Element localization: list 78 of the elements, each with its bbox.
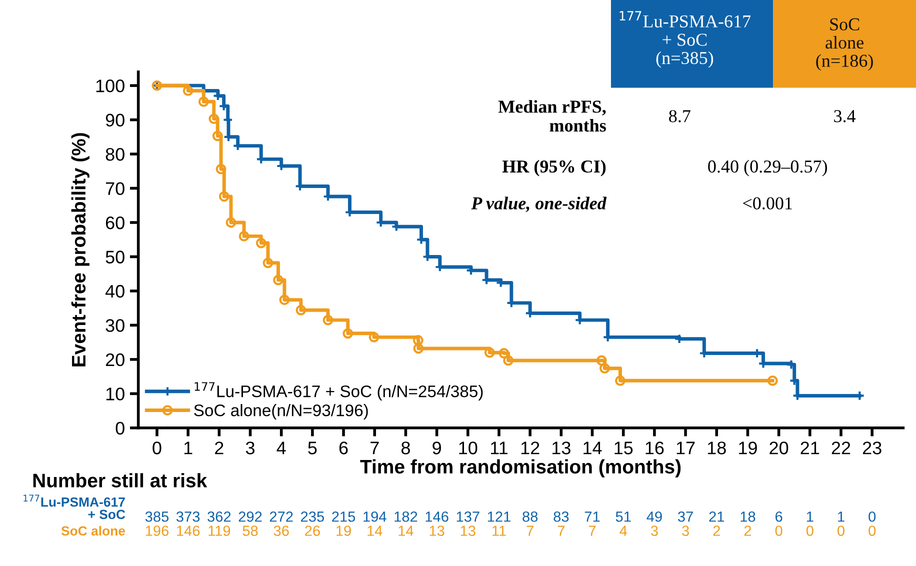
point — [368, 332, 380, 342]
point — [615, 375, 626, 386]
annotation: P value, one-sided — [471, 196, 607, 212]
annotation: HR (95% CI) — [502, 160, 606, 176]
point — [413, 343, 424, 354]
y-tick-label: 80 — [106, 148, 124, 161]
point — [279, 294, 290, 306]
y-tick-label: 50 — [106, 250, 124, 264]
point — [262, 258, 274, 268]
x-tick-label: 23 — [862, 442, 882, 454]
point — [182, 86, 194, 96]
x-tick-label: 17 — [676, 442, 695, 454]
text: 385 373 362 292 272 235 215 194 182 146 137 121 88 83 71 51 49 37 21 18 6 1 1 0 — [145, 511, 876, 522]
point — [212, 130, 223, 142]
y-tick-label: 60 — [106, 216, 124, 230]
x-tick-label: 18 — [708, 442, 726, 454]
x-tick-label: 2 — [215, 442, 224, 454]
point — [484, 347, 495, 358]
x-tick-label: 22 — [832, 442, 850, 454]
y-tick-label: 0 — [116, 422, 124, 435]
y-tick-label: 70 — [106, 182, 124, 195]
y-tick-label: 10 — [106, 388, 124, 400]
point — [596, 355, 607, 366]
x-tick-label: 9 — [432, 442, 441, 454]
point — [218, 191, 230, 202]
y-tick-label: 40 — [105, 284, 124, 298]
x-tick-label: 11 — [490, 442, 508, 454]
point — [767, 375, 778, 386]
x-tick-label: 1 — [184, 442, 192, 454]
x-tick-label: 20 — [770, 442, 788, 454]
point — [322, 314, 334, 326]
x-tick-label: 7 — [370, 442, 379, 454]
x-tick-label: 13 — [552, 442, 570, 454]
x-tick-label: 4 — [276, 442, 286, 454]
point — [238, 230, 250, 242]
point — [412, 335, 424, 346]
y-tick-label: 20 — [106, 353, 124, 366]
text: SoC alone — [61, 526, 126, 536]
x-tick-label: 0 — [152, 442, 162, 454]
y-tick-label: 90 — [106, 114, 124, 127]
text: 196 146 119 58 36 26 19 14 14 13 13 11 7 7 7 4 3 3 2 2 0 0 0 0 — [146, 526, 876, 536]
annotation: 3.4 — [834, 110, 856, 122]
x-tick-label: 14 — [584, 442, 602, 454]
x-tick-label: 6 — [339, 442, 348, 454]
y-axis-title: Event-free probability (%) — [71, 133, 90, 366]
point — [226, 217, 236, 228]
x-tick-label: 19 — [739, 442, 757, 454]
y-tick-label: 100 — [96, 80, 124, 92]
y-tick-label: 30 — [106, 319, 124, 332]
x-tick-label: 15 — [614, 442, 633, 454]
x-tick-label: 16 — [646, 442, 664, 454]
text: SoC alone (n=186) — [816, 18, 873, 71]
point — [342, 328, 354, 339]
annotation: 8.7 — [669, 110, 690, 122]
annotation: Median rPFS, months — [498, 100, 606, 132]
point — [216, 164, 226, 174]
point — [198, 96, 209, 107]
point — [208, 114, 220, 124]
text: Number still at risk — [33, 473, 208, 488]
point — [273, 274, 284, 286]
text: $^{177}$Lu-PSMA-617 + SoC — [24, 494, 126, 520]
x-tick-label: 10 — [459, 442, 478, 454]
x-tick-label: 12 — [521, 442, 540, 454]
x-axis-title: Time from randomisation (months) — [360, 459, 681, 478]
point — [599, 363, 610, 374]
point — [256, 238, 266, 248]
legend-label: $^{177}$Lu-PSMA-617 + SoC (n/N=254/385) — [194, 382, 483, 401]
point — [498, 348, 510, 358]
x-tick-label: 3 — [246, 442, 254, 454]
text: $^{177}$Lu-PSMA-617 + SoC (n=385) — [620, 11, 751, 68]
x-tick-label: 8 — [401, 442, 410, 454]
annotation: 0.40 (0.29–0.57) — [708, 160, 827, 176]
point — [296, 304, 306, 316]
annotation: <0.001 — [743, 197, 792, 210]
legend-label: SoC alone(n/N=93/196) — [194, 404, 368, 420]
x-tick-label: 5 — [308, 442, 317, 454]
point — [503, 355, 514, 366]
x-tick-label: 21 — [800, 442, 820, 454]
